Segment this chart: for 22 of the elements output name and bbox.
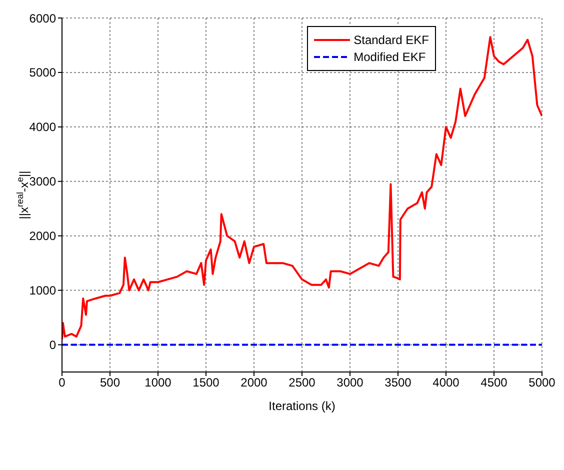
- y-tick-label: 0: [49, 338, 56, 352]
- x-tick-label: 5000: [528, 376, 556, 390]
- x-tick-label: 2500: [288, 376, 316, 390]
- x-tick-label: 1500: [192, 376, 220, 390]
- x-tick-label: 4000: [432, 376, 460, 390]
- y-tick-label: 5000: [29, 66, 56, 80]
- x-tick-label: 4500: [480, 376, 508, 390]
- legend-label: Modified EKF: [354, 50, 426, 64]
- line-series: [62, 36, 542, 340]
- x-tick-label: 3000: [336, 376, 364, 390]
- x-tick-label: 0: [58, 376, 66, 390]
- y-tick-label: 1000: [29, 284, 56, 298]
- y-tick-label: 2000: [29, 229, 56, 244]
- x-tick-label: 1000: [144, 376, 172, 390]
- x-axis-title: Iterations (k): [268, 399, 336, 413]
- y-tick-label: 6000: [29, 11, 56, 26]
- legend-label: Standard EKF: [354, 33, 429, 47]
- x-tick-label: 500: [100, 376, 120, 390]
- x-tick-label: 3500: [384, 376, 412, 390]
- y-tick-label: 4000: [29, 120, 56, 134]
- y-tick-label: 3000: [29, 174, 56, 189]
- x-tick-label: 2000: [240, 376, 268, 390]
